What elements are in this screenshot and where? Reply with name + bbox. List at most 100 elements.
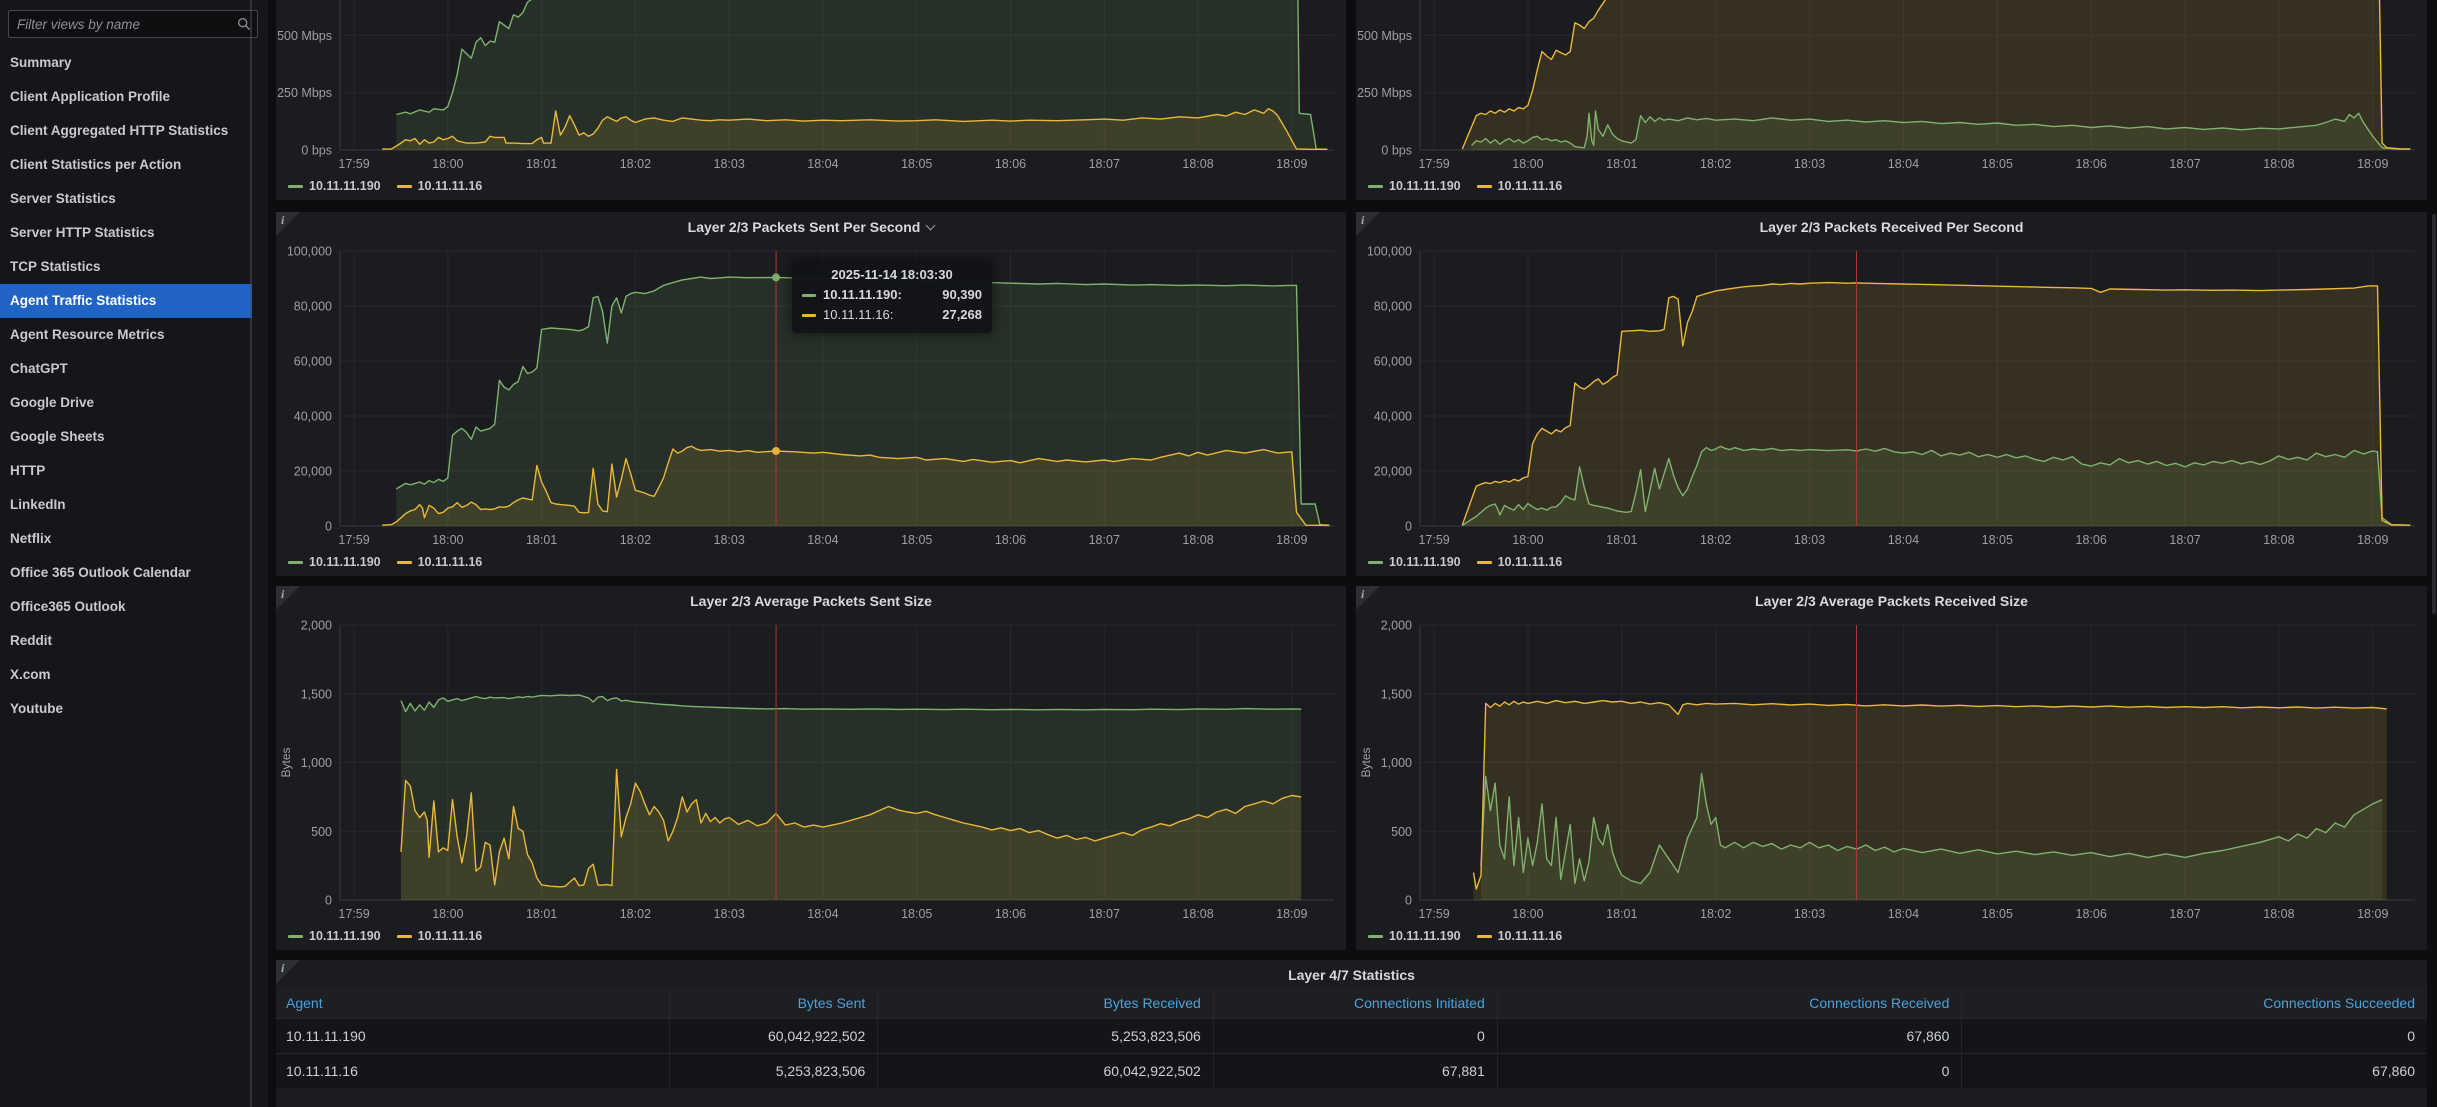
svg-text:60,000: 60,000 — [294, 355, 332, 369]
svg-text:100,000: 100,000 — [1367, 245, 1412, 259]
svg-text:18:02: 18:02 — [620, 907, 651, 921]
table-header-bytes-sent[interactable]: Bytes Sent — [670, 988, 879, 1018]
svg-text:18:09: 18:09 — [2357, 533, 2388, 547]
svg-text:18:03: 18:03 — [1794, 907, 1825, 921]
statistics-table: Agent Bytes Sent Bytes Received Connections… — [276, 988, 2427, 1088]
sidebar-item-agent-resource-metrics[interactable]: Agent Resource Metrics — [10, 327, 165, 342]
legend-item[interactable]: 10.11.11.16 — [396, 555, 483, 569]
sidebar-item-youtube[interactable]: Youtube — [10, 701, 63, 716]
filter-views-field[interactable] — [8, 10, 258, 38]
legend-item[interactable]: 10.11.11.16 — [1476, 929, 1563, 943]
sidebar-item-google-sheets[interactable]: Google Sheets — [10, 429, 105, 444]
sidebar-item-google-drive[interactable]: Google Drive — [10, 395, 95, 410]
legend-item[interactable]: 10.11.11.16 — [1476, 555, 1562, 569]
svg-text:18:00: 18:00 — [1512, 533, 1543, 547]
sidebar-item-client-statistics-per-action[interactable]: Client Statistics per Action — [10, 157, 182, 172]
table-header-agent[interactable]: Agent — [276, 988, 670, 1018]
chart-legend: 10.11.11.190 10.11.11.16 — [288, 929, 482, 943]
sidebar-item-linkedin[interactable]: LinkedIn — [10, 497, 66, 512]
svg-text:18:05: 18:05 — [1982, 533, 2013, 547]
chart-legend: 10.11.11.190 10.11.11.16 — [1368, 555, 1562, 569]
svg-text:18:03: 18:03 — [714, 157, 745, 171]
svg-text:18:06: 18:06 — [995, 907, 1026, 921]
sidebar-item-office-365-outlook-calendar[interactable]: Office 365 Outlook Calendar — [10, 565, 191, 580]
series-dash-icon — [1476, 184, 1492, 188]
panel-packets-received-per-second: i Layer 2/3 Packets Received Per Second … — [1356, 212, 2427, 576]
sidebar-item-server-statistics[interactable]: Server Statistics — [10, 191, 116, 206]
table-header-connections-succeeded[interactable]: Connections Succeeded — [2263, 995, 2415, 1011]
sidebar-scrollbar[interactable] — [250, 0, 252, 1107]
sidebar-item-x-com[interactable]: X.com — [10, 667, 51, 682]
sidebar-item-agent-traffic-statistics[interactable]: Agent Traffic Statistics — [0, 284, 252, 318]
panel-title[interactable]: Layer 2/3 Average Packets Sent Size — [690, 593, 932, 609]
legend-item[interactable]: 10.11.11.190 — [1368, 179, 1461, 193]
tooltip-series-row: 10.11.11.190: 90,390 — [802, 285, 982, 305]
panel-title[interactable]: Layer 2/3 Packets Sent Per Second — [276, 219, 1346, 235]
tooltip-series-row: 10.11.11.16: 27,268 — [802, 305, 982, 325]
filter-views-input[interactable] — [15, 15, 237, 33]
svg-text:18:04: 18:04 — [807, 533, 838, 547]
table-header-connections-received[interactable]: Connections Received — [1498, 988, 1963, 1018]
svg-text:18:07: 18:07 — [1089, 907, 1120, 921]
legend-item[interactable]: 10.11.11.190 — [1368, 555, 1461, 569]
panel-info-corner-icon[interactable]: i — [276, 960, 300, 984]
sidebar-item-netflix[interactable]: Netflix — [10, 531, 52, 546]
sidebar-item-http[interactable]: HTTP — [10, 463, 46, 478]
table-header-connections-initiated[interactable]: Connections Initiated — [1214, 988, 1498, 1018]
legend-label: 10.11.11.16 — [417, 555, 483, 569]
search-icon — [238, 18, 251, 31]
svg-text:2,000: 2,000 — [301, 619, 332, 633]
panel-packets-sent-per-second: i Layer 2/3 Packets Sent Per Second 0 20,… — [276, 212, 1346, 576]
sidebar-item-tcp-statistics[interactable]: TCP Statistics — [10, 259, 101, 274]
tooltip-series-value: 90,390 — [942, 287, 982, 302]
tooltip-series-name: 10.11.11.16: — [823, 307, 894, 323]
page-scrollbar[interactable] — [2432, 214, 2436, 614]
sidebar-item-summary[interactable]: Summary — [10, 55, 72, 70]
table-header-bytes-received[interactable]: Bytes Received — [878, 988, 1214, 1018]
svg-text:18:07: 18:07 — [1089, 533, 1120, 547]
sidebar-item-client-aggregated-http-statistics[interactable]: Client Aggregated HTTP Statistics — [10, 123, 229, 138]
legend-item[interactable]: 10.11.11.190 — [288, 179, 381, 193]
legend-item[interactable]: 10.11.11.16 — [1476, 179, 1562, 193]
chevron-down-icon[interactable] — [925, 220, 936, 231]
svg-text:18:05: 18:05 — [1982, 907, 2013, 921]
throughput-sent-chart[interactable]: 0 bps 250 Mbps 500 Mbps 17:59 18:00 18:01 18:0… — [276, 0, 1346, 200]
panel-title[interactable]: Layer 2/3 Average Packets Received Size — [1755, 593, 2028, 609]
packets-received-chart[interactable]: 0 20,000 40,000 60,000 80,000 100,000 17:59 18:… — [1356, 212, 2427, 576]
sidebar-item-office365-outlook[interactable]: Office365 Outlook — [10, 599, 126, 614]
legend-item[interactable]: 10.11.11.190 — [1368, 929, 1461, 943]
sidebar-item-chatgpt[interactable]: ChatGPT — [10, 361, 68, 376]
legend-label: 10.11.11.190 — [309, 179, 381, 193]
legend-label: 10.11.11.16 — [1497, 929, 1563, 943]
svg-text:18:01: 18:01 — [526, 533, 557, 547]
svg-text:40,000: 40,000 — [1374, 410, 1412, 424]
panel-title[interactable]: Layer 2/3 Packets Received Per Second — [1759, 219, 2024, 235]
panel-info-corner-icon[interactable]: i — [276, 212, 300, 236]
sidebar-item-client-application-profile[interactable]: Client Application Profile — [10, 89, 171, 104]
panel-info-corner-icon[interactable]: i — [1356, 212, 1380, 236]
sidebar-item-server-http-statistics[interactable]: Server HTTP Statistics — [10, 225, 155, 240]
packets-sent-chart[interactable]: 0 20,000 40,000 60,000 80,000 100,000 17:59 18:… — [276, 212, 1346, 576]
legend-item[interactable]: 10.11.11.16 — [396, 929, 482, 943]
svg-text:2,000: 2,000 — [1381, 619, 1412, 633]
svg-text:Bytes: Bytes — [1359, 747, 1373, 777]
legend-item[interactable]: 10.11.11.190 — [288, 555, 381, 569]
legend-item[interactable]: 10.11.11.16 — [396, 179, 482, 193]
panel-title[interactable]: Layer 4/7 Statistics — [1288, 967, 1415, 983]
panel-info-corner-icon[interactable]: i — [276, 586, 300, 610]
svg-text:60,000: 60,000 — [1374, 355, 1412, 369]
sidebar-item-reddit[interactable]: Reddit — [10, 633, 52, 648]
svg-text:18:02: 18:02 — [620, 157, 651, 171]
table-cell: 67,860 — [1498, 1019, 1963, 1053]
legend-item[interactable]: 10.11.11.190 — [288, 929, 381, 943]
panel-title-text: Layer 2/3 Packets Sent Per Second — [687, 219, 921, 235]
svg-text:18:06: 18:06 — [995, 533, 1026, 547]
avg-packets-sent-size-chart[interactable]: 0 500 1,000 1,500 2,000 17:59 18:00 18:01 18:02 1… — [276, 586, 1346, 950]
throughput-received-chart[interactable]: 0 bps 250 Mbps 500 Mbps 17:59 18:00 18:01 18:0… — [1356, 0, 2427, 200]
svg-text:18:00: 18:00 — [1512, 157, 1543, 171]
svg-text:1,500: 1,500 — [1381, 687, 1412, 701]
panel-info-corner-icon[interactable]: i — [1356, 586, 1380, 610]
svg-text:500: 500 — [1391, 825, 1412, 839]
avg-packets-received-size-chart[interactable]: 0 500 1,000 1,500 2,000 17:59 18:00 18:01 18:02 1… — [1356, 586, 2427, 950]
